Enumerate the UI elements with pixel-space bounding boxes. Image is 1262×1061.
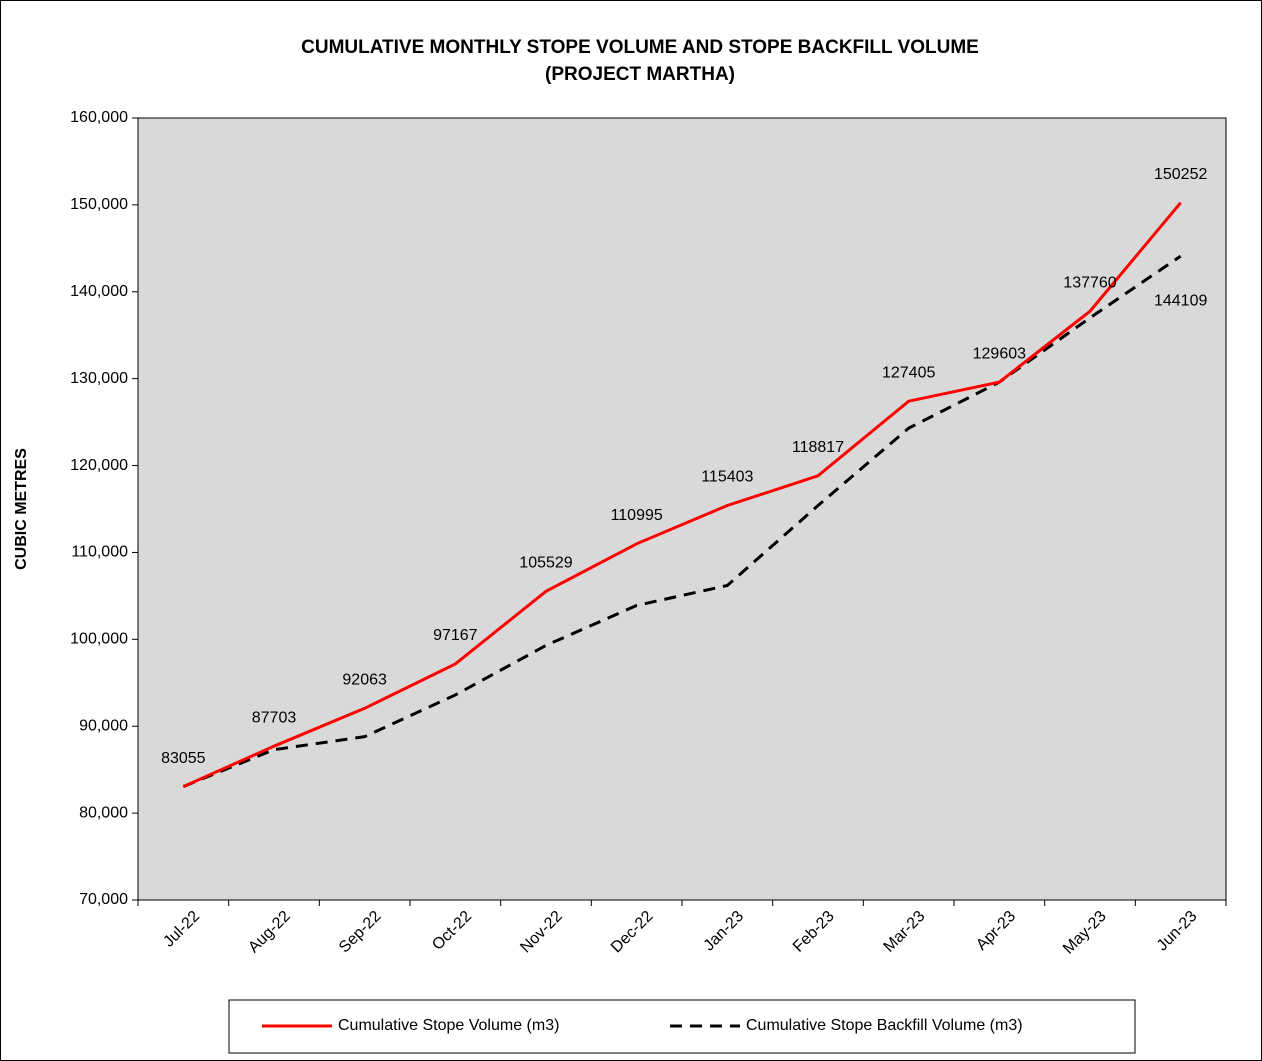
data-label: 105529 <box>519 555 572 572</box>
y-tick-label: 80,000 <box>79 804 128 821</box>
plot-area <box>137 117 1227 901</box>
y-tick-label: 140,000 <box>70 283 128 300</box>
data-label: 83055 <box>161 750 206 767</box>
data-label: 92063 <box>342 672 387 689</box>
legend-label: Cumulative Stope Volume (m3) <box>338 1017 559 1034</box>
y-tick-label: 110,000 <box>71 544 128 561</box>
data-label: 110995 <box>611 507 663 524</box>
chart-subtitle: (PROJECT MARTHA) <box>545 64 735 85</box>
y-axis-label: CUBIC METRES <box>13 448 30 570</box>
y-tick-label: 70,000 <box>79 891 128 908</box>
data-label: 97167 <box>433 627 478 644</box>
legend-label: Cumulative Stope Backfill Volume (m3) <box>746 1017 1023 1034</box>
data-label: 150252 <box>1154 166 1207 183</box>
data-label: 115403 <box>701 469 753 486</box>
data-label: 137760 <box>1063 274 1116 291</box>
data-label: 87703 <box>252 709 297 726</box>
data-label: 127405 <box>882 364 935 381</box>
y-tick-label: 160,000 <box>70 109 128 126</box>
y-tick-label: 90,000 <box>79 717 128 734</box>
data-label: 144109 <box>1154 292 1207 309</box>
chart-title: CUMULATIVE MONTHLY STOPE VOLUME AND STOP… <box>301 37 979 58</box>
y-tick-label: 100,000 <box>70 631 128 648</box>
y-tick-label: 130,000 <box>70 370 128 387</box>
y-tick-label: 120,000 <box>70 457 128 474</box>
data-label: 129603 <box>973 345 1026 362</box>
y-tick-label: 150,000 <box>70 196 128 213</box>
series-line <box>182 201 1182 788</box>
data-label: 118817 <box>792 439 844 456</box>
